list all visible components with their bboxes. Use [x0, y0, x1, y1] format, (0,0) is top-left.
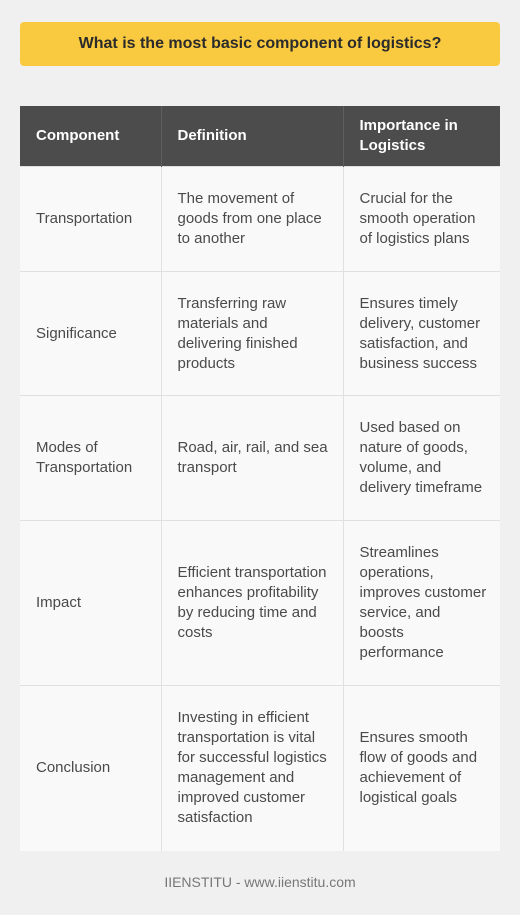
table-row: Transportation The movement of goods fro…	[20, 166, 500, 272]
column-header-definition: Definition	[160, 106, 343, 167]
column-header-component: Component	[20, 106, 161, 167]
table-row: Significance Transferring raw materials …	[20, 271, 500, 396]
table-header-row: Component Definition Importance in Logis…	[20, 106, 500, 167]
column-header-importance: Importance in Logistics	[342, 106, 500, 167]
table-row: Impact Efficient transportation enhances…	[20, 520, 500, 686]
cell-definition: Efficient transportation enhances profit…	[160, 520, 343, 686]
cell-definition: Investing in efficient transportation is…	[160, 685, 343, 851]
cell-definition: The movement of goods from one place to …	[160, 166, 343, 272]
table-row: Modes of Transportation Road, air, rail,…	[20, 395, 500, 521]
cell-component: Modes of Transportation	[20, 395, 161, 521]
cell-importance: Crucial for the smooth operation of logi…	[342, 166, 500, 272]
cell-importance: Ensures smooth flow of goods and achieve…	[342, 685, 500, 851]
cell-importance: Used based on nature of goods, volume, a…	[342, 395, 500, 521]
page-title: What is the most basic component of logi…	[20, 22, 500, 66]
cell-component: Transportation	[20, 166, 161, 272]
cell-importance: Streamlines operations, improves custome…	[342, 520, 500, 686]
cell-component: Impact	[20, 520, 161, 686]
cell-definition: Transferring raw materials and deliverin…	[160, 271, 343, 396]
cell-definition: Road, air, rail, and sea transport	[160, 395, 343, 521]
logistics-table: Component Definition Importance in Logis…	[20, 106, 500, 851]
cell-importance: Ensures timely delivery, customer satisf…	[342, 271, 500, 396]
cell-component: Conclusion	[20, 685, 161, 851]
cell-component: Significance	[20, 271, 161, 396]
table-row: Conclusion Investing in efficient transp…	[20, 685, 500, 851]
footer-credit: IIENSTITU - www.iienstitu.com	[164, 874, 356, 890]
